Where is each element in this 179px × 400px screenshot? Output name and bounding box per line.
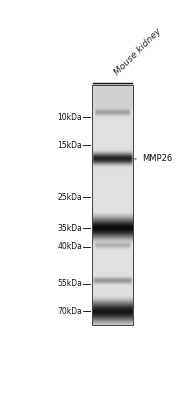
Text: MMP26: MMP26 [135, 154, 172, 163]
Text: Mouse kidney: Mouse kidney [113, 27, 163, 77]
Bar [92, 85, 133, 325]
Text: 15kDa: 15kDa [57, 140, 82, 150]
Text: 35kDa: 35kDa [57, 224, 82, 233]
Text: 40kDa: 40kDa [57, 242, 82, 251]
Text: 25kDa: 25kDa [57, 193, 82, 202]
Text: 55kDa: 55kDa [57, 279, 82, 288]
Text: 70kDa: 70kDa [57, 307, 82, 316]
Text: 10kDa: 10kDa [57, 113, 82, 122]
